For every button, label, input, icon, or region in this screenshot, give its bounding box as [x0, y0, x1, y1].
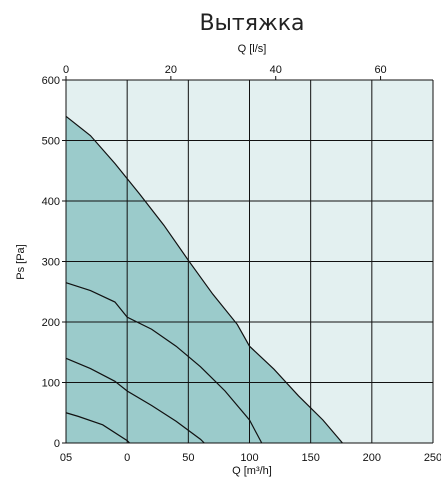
x-tick-label: 200	[363, 452, 381, 464]
x-tick-label: 50	[182, 452, 194, 464]
y-tick-label: 0	[54, 438, 60, 450]
y-tick-label: 400	[42, 196, 60, 208]
x-tick-label: 05	[60, 452, 72, 464]
x-axis-label: Q [m³/h]	[232, 465, 272, 477]
y-ticks: 0 100 200 300 400 500 600	[42, 75, 66, 450]
y-tick-label: 300	[42, 257, 60, 269]
series-line-1	[65, 115, 343, 444]
x-tick-label: 100	[240, 452, 258, 464]
series-line-4	[65, 412, 131, 444]
y-axis-label: Ps [Pa]	[15, 244, 27, 279]
x2-ticks: 0 20 40 60	[63, 64, 387, 80]
x-tick-label: 150	[301, 452, 319, 464]
y-tick-label: 600	[42, 75, 60, 87]
series-line-2	[65, 282, 263, 444]
x2-axis-label: Q [l/s]	[238, 43, 267, 55]
area-layer	[66, 116, 343, 444]
x-ticks: 05 0 50 100 150 200 250	[60, 452, 441, 464]
x-tick-label: 250	[424, 452, 441, 464]
series-layer	[65, 115, 343, 444]
y-tick-label: 100	[42, 378, 60, 390]
x2-tick-label: 20	[165, 64, 177, 76]
x2-tick-label: 40	[270, 64, 282, 76]
x2-tick-label: 0	[63, 64, 69, 76]
chart-title: Вытяжка	[199, 11, 304, 36]
y-tick-label: 200	[42, 317, 60, 329]
x-tick-label: 0	[124, 452, 130, 464]
x2-tick-label: 60	[374, 64, 386, 76]
y-tick-label: 500	[42, 136, 60, 148]
series-line-3	[65, 357, 205, 444]
grid-layer	[65, 79, 434, 444]
operating-area	[66, 116, 343, 444]
